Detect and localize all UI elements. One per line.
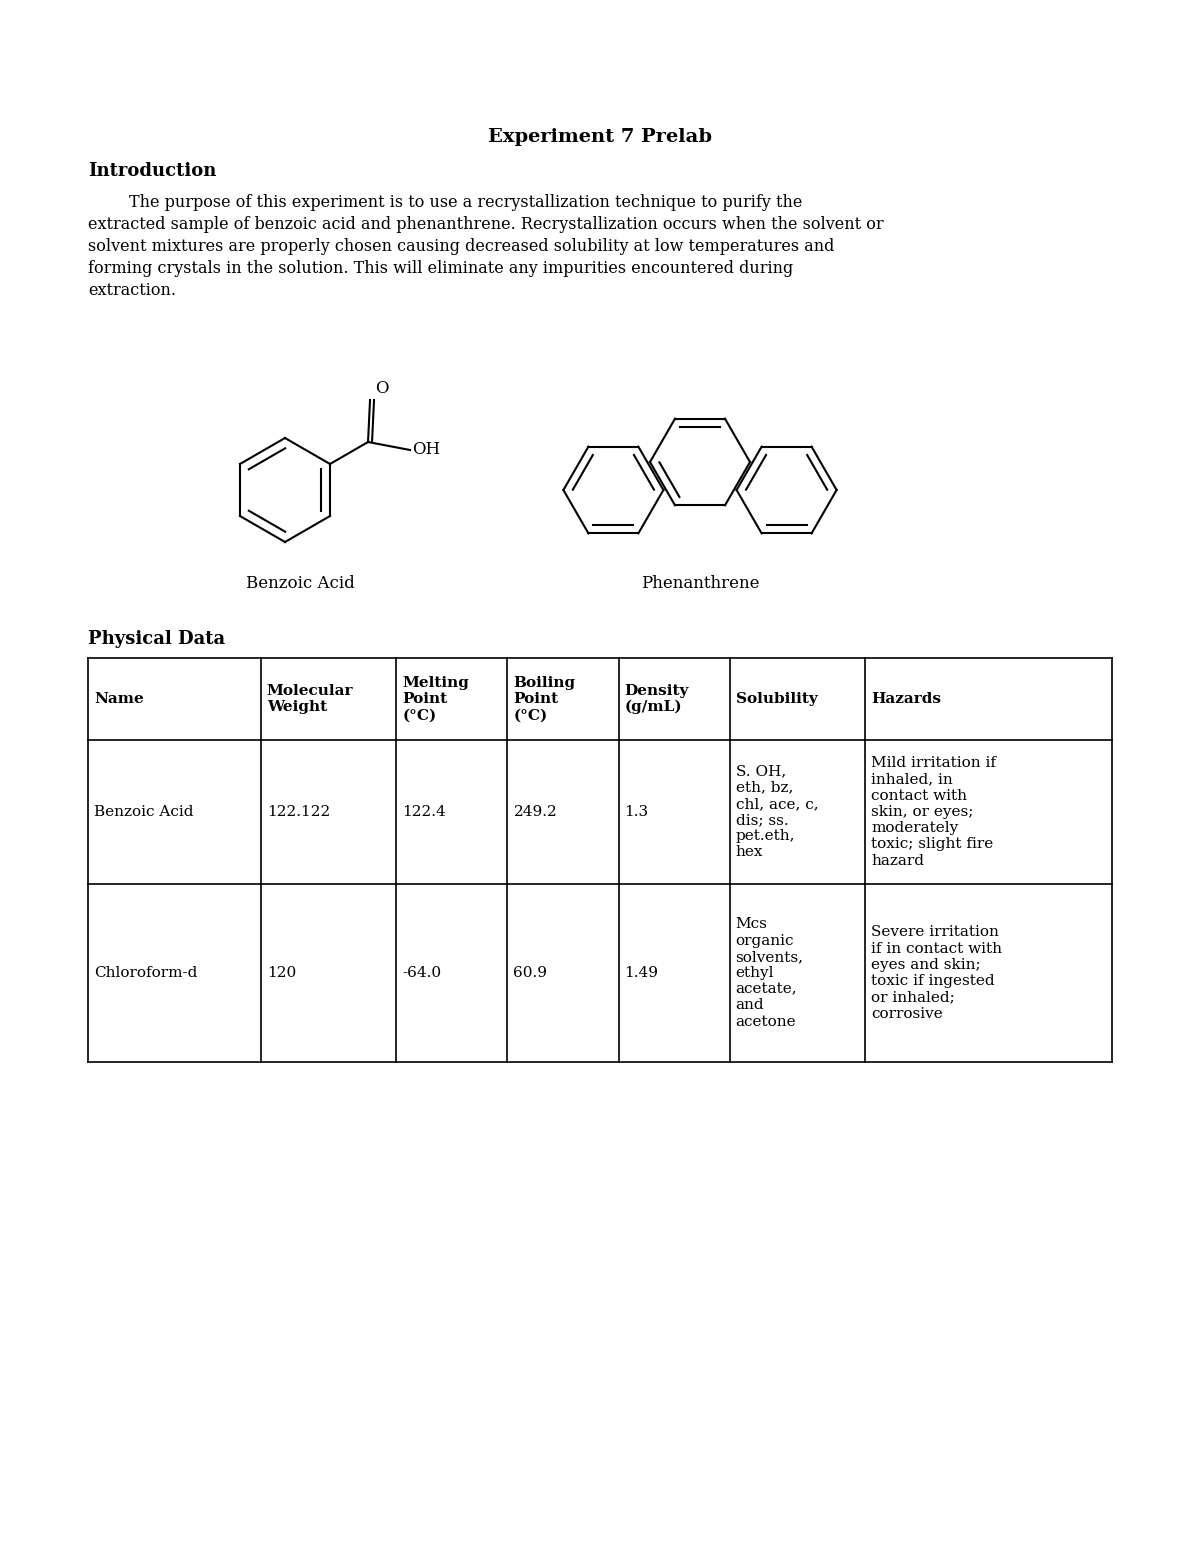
Text: 249.2: 249.2 (514, 804, 557, 818)
Text: solvent mixtures are properly chosen causing decreased solubility at low tempera: solvent mixtures are properly chosen cau… (88, 238, 834, 255)
Text: Mcs
organic
solvents,
ethyl
acetate,
and
acetone: Mcs organic solvents, ethyl acetate, and… (736, 918, 804, 1028)
Text: OH: OH (412, 441, 440, 458)
Text: Chloroform-d: Chloroform-d (94, 966, 197, 980)
Text: -64.0: -64.0 (402, 966, 442, 980)
Text: Physical Data: Physical Data (88, 631, 226, 648)
Text: Phenanthrene: Phenanthrene (641, 575, 760, 592)
Text: Molecular
Weight: Molecular Weight (266, 683, 353, 714)
Text: Severe irritation
if in contact with
eyes and skin;
toxic if ingested
or inhaled: Severe irritation if in contact with eye… (871, 926, 1002, 1020)
Text: S. OH,
eth, bz,
chl, ace, c,
dis; ss.
pet.eth,
hex: S. OH, eth, bz, chl, ace, c, dis; ss. pe… (736, 764, 818, 859)
Text: O: O (376, 380, 389, 398)
Text: Hazards: Hazards (871, 693, 941, 707)
Text: Name: Name (94, 693, 144, 707)
Text: The purpose of this experiment is to use a recrystallization technique to purify: The purpose of this experiment is to use… (88, 194, 803, 211)
Text: 122.122: 122.122 (266, 804, 330, 818)
Text: forming crystals in the solution. This will eliminate any impurities encountered: forming crystals in the solution. This w… (88, 259, 793, 276)
Text: Boiling
Point
(°C): Boiling Point (°C) (514, 676, 576, 722)
Text: 60.9: 60.9 (514, 966, 547, 980)
Text: Solubility: Solubility (736, 693, 817, 707)
Text: Mild irritation if
inhaled, in
contact with
skin, or eyes;
moderately
toxic; sli: Mild irritation if inhaled, in contact w… (871, 756, 996, 868)
Text: extraction.: extraction. (88, 283, 176, 300)
Text: 120: 120 (266, 966, 296, 980)
Text: Introduction: Introduction (88, 162, 216, 180)
Text: extracted sample of benzoic acid and phenanthrene. Recrystallization occurs when: extracted sample of benzoic acid and phe… (88, 216, 883, 233)
Text: 1.49: 1.49 (624, 966, 659, 980)
Text: Benzoic Acid: Benzoic Acid (94, 804, 193, 818)
Text: 1.3: 1.3 (624, 804, 649, 818)
Text: Benzoic Acid: Benzoic Acid (246, 575, 354, 592)
Text: 122.4: 122.4 (402, 804, 446, 818)
Text: Melting
Point
(°C): Melting Point (°C) (402, 676, 469, 722)
Text: Experiment 7 Prelab: Experiment 7 Prelab (488, 127, 712, 146)
Text: Density
(g/mL): Density (g/mL) (624, 683, 689, 714)
